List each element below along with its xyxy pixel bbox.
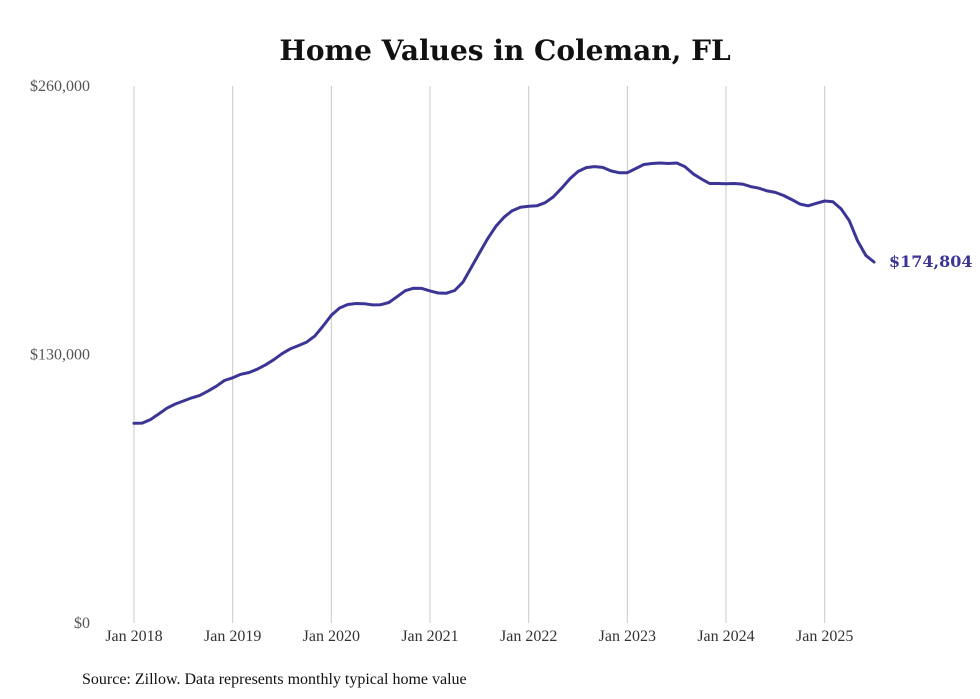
- x-tick-label: Jan 2023: [599, 628, 656, 645]
- end-value-label: $174,804: [889, 252, 973, 271]
- y-tick-label: $130,000: [30, 347, 90, 364]
- y-tick-label: $260,000: [30, 78, 90, 95]
- x-tick-label: Jan 2020: [303, 628, 360, 645]
- x-axis: Jan 2018 Jan 2019 Jan 2020 Jan 2021 Jan 2022…: [105, 628, 853, 645]
- x-tick-label: Jan 2021: [401, 628, 458, 645]
- series-group: [132, 161, 876, 425]
- x-tick-label: Jan 2019: [204, 628, 261, 645]
- gridlines: [133, 86, 826, 623]
- y-tick-label: $0: [74, 615, 90, 632]
- chart-title: Home Values in Coleman, FL: [279, 34, 731, 67]
- x-tick-label: Jan 2025: [796, 628, 853, 645]
- x-tick-label: Jan 2024: [697, 628, 754, 645]
- x-tick-label: Jan 2018: [105, 628, 162, 645]
- series-line: [132, 161, 876, 425]
- y-axis: $0 $130,000 $260,000: [30, 78, 90, 632]
- x-tick-label: Jan 2022: [500, 628, 557, 645]
- source-note: Source: Zillow. Data represents monthly …: [82, 671, 467, 688]
